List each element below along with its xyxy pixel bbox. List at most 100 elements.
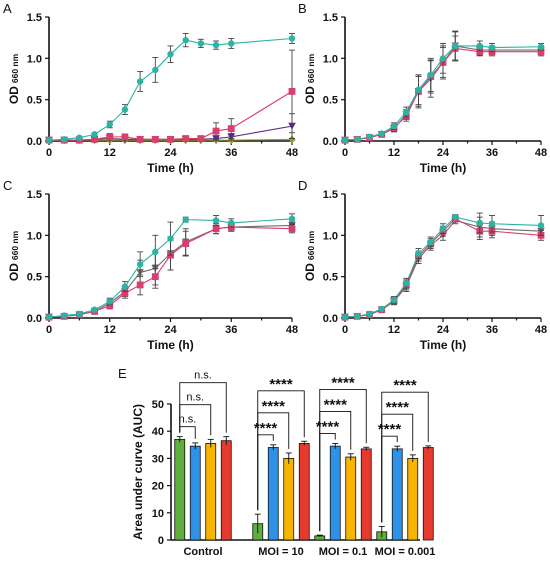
y-tick-label: 1.0 <box>323 53 338 65</box>
x-tick-label: 12 <box>104 324 116 336</box>
panel-letter-d: D <box>298 178 307 193</box>
data-point <box>76 134 83 141</box>
data-point <box>390 296 398 304</box>
data-point <box>366 310 373 318</box>
data-point <box>152 66 159 74</box>
chart-panel-e: 0 10 20 30 40 50 Area under curve (AUC) Control… <box>131 370 435 558</box>
data-point <box>182 135 190 142</box>
data-point <box>197 40 205 47</box>
data-point <box>341 136 349 144</box>
x-tick-label: 24 <box>437 324 450 336</box>
x-tick-label: 36 <box>225 324 237 336</box>
x-tick-label: 24 <box>164 147 177 159</box>
data-point <box>212 127 220 135</box>
x-tick-label: 36 <box>225 147 237 159</box>
y-tick-label: 50 <box>152 399 164 411</box>
data-point <box>378 130 385 137</box>
panel-letter-c: C <box>3 178 12 193</box>
x-category-label: MOI = 10 <box>258 546 304 558</box>
y-tick-label: 0 <box>158 535 164 547</box>
data-point <box>212 217 220 224</box>
data-point <box>212 225 220 233</box>
data-point <box>136 78 144 85</box>
y-axis-title-sub: 660 nm <box>10 53 20 83</box>
x-tick-label: 24 <box>437 147 450 159</box>
y-axis-title: OD 660 nm <box>303 53 317 104</box>
y-axis-title-main: OD <box>303 86 317 104</box>
bar <box>345 456 357 541</box>
x-axis-title: Time (h) <box>147 338 193 352</box>
bar <box>267 447 279 541</box>
bar <box>283 457 295 541</box>
data-point <box>91 306 98 313</box>
y-tick-label: 0.5 <box>27 95 42 107</box>
data-point <box>106 298 113 305</box>
bar <box>205 443 217 541</box>
data-point <box>228 219 235 227</box>
bar <box>220 440 232 541</box>
data-point <box>121 106 129 113</box>
y-tick-label: 1.5 <box>27 189 42 201</box>
data-point <box>106 133 114 141</box>
y-tick-label: 0.5 <box>27 272 42 284</box>
significance-bracket <box>319 388 367 532</box>
data-point <box>415 86 422 93</box>
data-point <box>288 35 296 42</box>
data-point <box>228 40 235 47</box>
data-point <box>60 312 68 319</box>
data-point <box>439 225 447 232</box>
data-point <box>76 310 83 318</box>
significance-label: n.s. <box>194 370 212 382</box>
bar <box>360 448 372 541</box>
y-axis-title: Area under curve (AUC) <box>131 404 145 540</box>
data-point <box>288 135 296 144</box>
significance-label: n.s. <box>179 414 197 426</box>
significance-label: **** <box>254 420 278 437</box>
data-point <box>106 121 113 128</box>
x-category-label: MOI = 0.001 <box>375 546 436 558</box>
y-tick-label: 0.0 <box>323 136 338 148</box>
data-point <box>452 42 459 50</box>
data-point <box>288 225 296 233</box>
data-point <box>151 135 159 143</box>
significance-label: **** <box>269 376 293 393</box>
data-point <box>452 213 459 221</box>
significance-label: **** <box>378 421 402 438</box>
significance-label: **** <box>331 374 355 391</box>
chart-panel-d: 0.0 0.5 1.0 1.5 0 12 24 36 48 Time (h) OD 660 nm <box>303 189 547 352</box>
data-point <box>167 51 174 58</box>
bar <box>422 447 434 541</box>
data-point <box>167 235 174 242</box>
data-point <box>182 240 190 247</box>
x-tick-label: 48 <box>535 147 547 159</box>
data-point <box>121 133 129 141</box>
x-tick-label: 0 <box>342 324 348 336</box>
y-axis-title-sub: 660 nm <box>306 230 316 260</box>
data-point <box>136 281 144 289</box>
data-point <box>60 136 68 143</box>
x-tick-label: 36 <box>486 324 498 336</box>
y-tick-label: 1.5 <box>27 12 42 24</box>
series-2 <box>341 31 545 144</box>
data-point <box>488 44 496 51</box>
chart-panel-b: 0.0 0.5 1.0 1.5 0 12 24 36 48 Time (h) OD 660 nm <box>303 12 547 175</box>
y-axis-title-sub: 660 nm <box>306 53 316 83</box>
data-point <box>476 219 483 227</box>
x-tick-label: 48 <box>535 324 547 336</box>
data-point <box>227 125 235 132</box>
data-point <box>476 42 483 50</box>
data-point <box>151 273 159 281</box>
data-point <box>197 135 205 142</box>
y-tick-label: 1.0 <box>27 53 42 65</box>
data-point <box>354 313 361 320</box>
panel-letter-e: E <box>118 366 127 381</box>
y-axis-title-main: OD <box>303 263 317 281</box>
significance-bracket <box>257 390 305 511</box>
x-tick-label: 12 <box>388 147 400 159</box>
x-axis-title: Time (h) <box>420 338 466 352</box>
data-point <box>476 48 484 56</box>
data-point <box>182 216 189 223</box>
x-axis-title: Time (h) <box>420 161 466 175</box>
data-point <box>366 133 373 141</box>
bar <box>189 445 201 541</box>
